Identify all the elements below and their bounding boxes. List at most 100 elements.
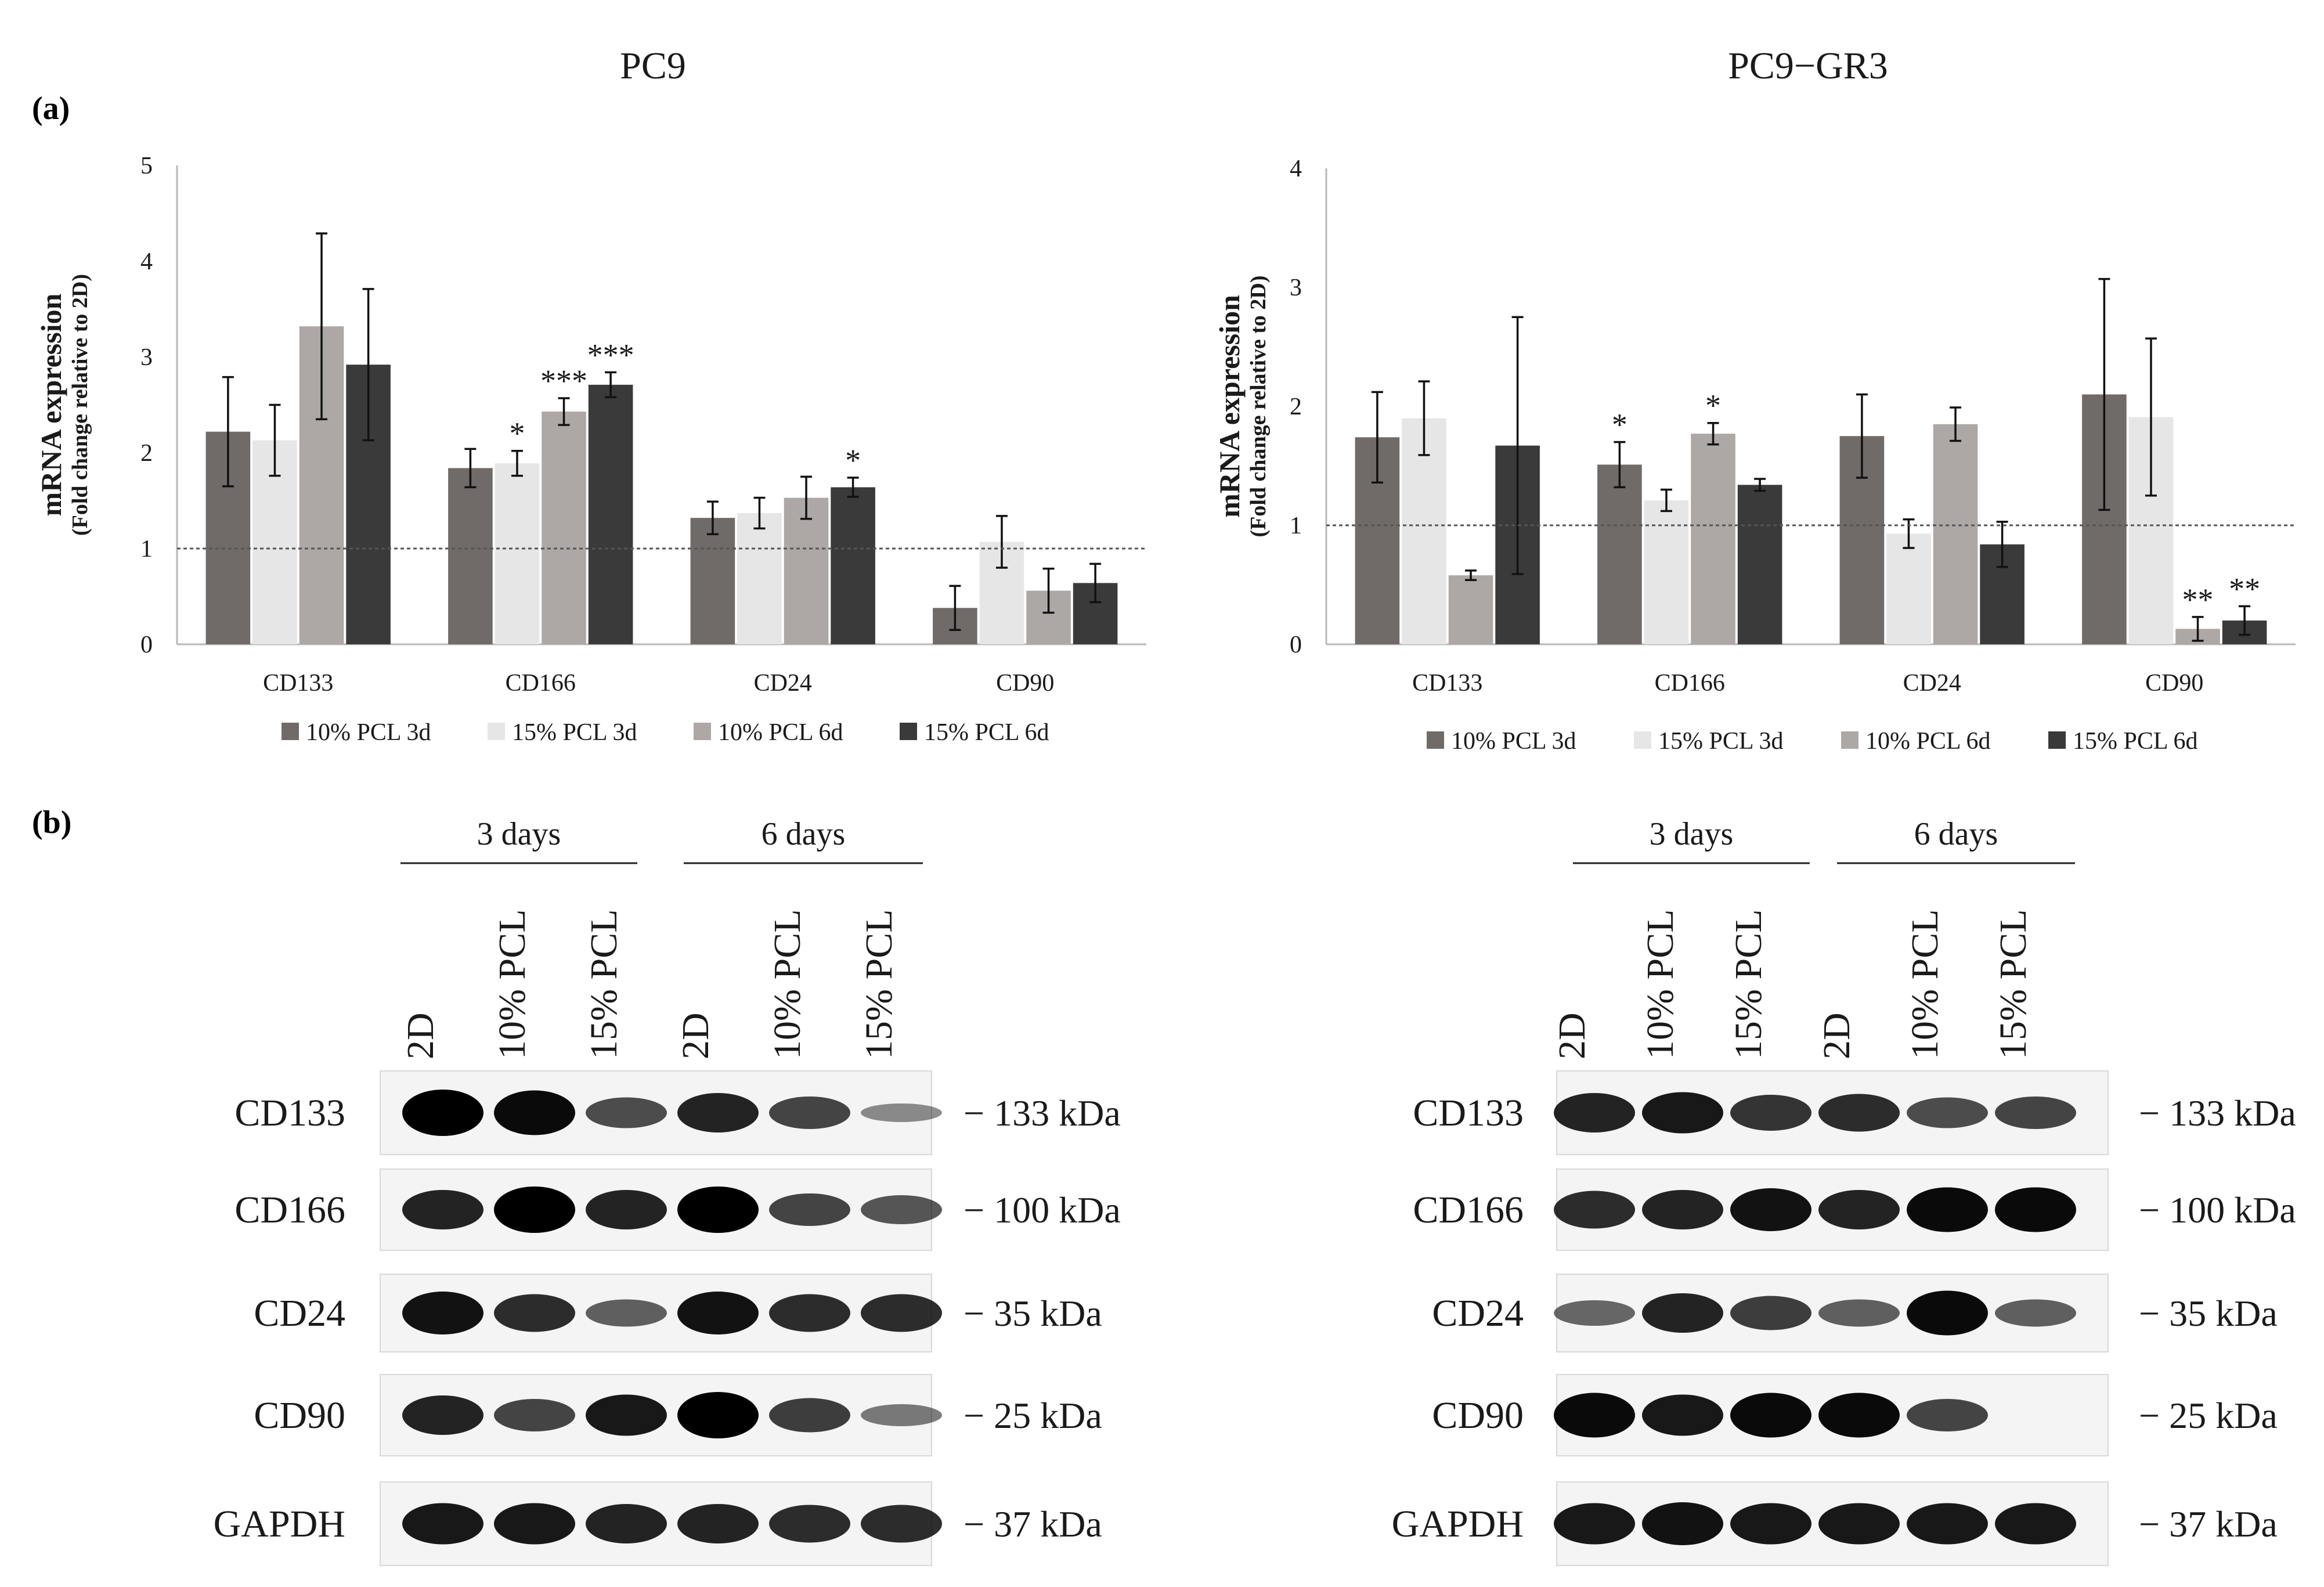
bar-cd166-15-pcl-3d bbox=[1644, 500, 1689, 644]
chart-pc9-gr3: PC9−GR3 0 1 2 3 4 mRNA expression (Fold change … bbox=[1213, 45, 2296, 755]
significance-mark: ** bbox=[2229, 571, 2260, 606]
band-cd90-lane-5 bbox=[769, 1398, 850, 1433]
band-cd166-lane-6 bbox=[1995, 1187, 2076, 1232]
band-cd133-lane-1 bbox=[1554, 1093, 1635, 1132]
error-bar-cd24-15-pcl-3d bbox=[1903, 518, 1915, 549]
chart-pc9: PC9 0 1 2 3 4 5 mRNA expression (Fold change rel… bbox=[35, 45, 1146, 746]
legend-entry: 10% PCL 6d bbox=[1865, 728, 1990, 755]
x-tick-label: CD24 bbox=[1903, 670, 1961, 697]
bar-cd166-15-pcl-3d bbox=[495, 463, 540, 644]
protein-label: GAPDH bbox=[1392, 1503, 1524, 1545]
band-gapdh-lane-5 bbox=[769, 1505, 850, 1543]
panel-a-label: (a) bbox=[32, 91, 70, 127]
band-cd90-lane-4 bbox=[677, 1392, 759, 1438]
lane-label: 2D bbox=[1816, 1012, 1858, 1059]
error-bar-cd166-10-pcl-3d bbox=[464, 448, 477, 489]
error-bar-cd90-15-pcl-6d bbox=[2239, 605, 2251, 636]
error-bar-cd90-10-pcl-3d bbox=[2098, 277, 2110, 511]
error-bar-cd166-15-pcl-6d bbox=[1754, 478, 1766, 492]
lane-label: 15% PCL bbox=[858, 909, 900, 1059]
molecular-weight-label: − 133 kDa bbox=[2139, 1092, 2296, 1134]
band-cd133-lane-4 bbox=[677, 1093, 759, 1132]
lane-label: 10% PCL bbox=[1904, 909, 1946, 1059]
bar-cd166-15-pcl-6d bbox=[588, 384, 633, 644]
molecular-weight-label: − 100 kDa bbox=[2139, 1189, 2296, 1231]
y-tick-label: 2 bbox=[1290, 394, 1302, 420]
x-tick-label: CD166 bbox=[506, 670, 576, 697]
molecular-weight-label: − 35 kDa bbox=[963, 1293, 1102, 1334]
error-bar-cd24-10-pcl-3d bbox=[706, 500, 719, 535]
y-tick-label: 1 bbox=[1290, 513, 1302, 539]
lane-label: 15% PCL bbox=[1992, 909, 2034, 1059]
y-tick-label: 4 bbox=[140, 248, 153, 275]
error-bar-cd133-10-pcl-6d bbox=[1465, 569, 1477, 582]
band-cd166-lane-2 bbox=[494, 1186, 575, 1233]
molecular-weight-label: − 35 kDa bbox=[2139, 1293, 2278, 1334]
y-axis-sublabel: (Fold change relative to 2D) bbox=[68, 274, 92, 536]
error-bar-cd24-15-pcl-6d bbox=[847, 477, 859, 498]
error-bar-cd133-15-pcl-6d bbox=[362, 288, 374, 442]
lane-group-label: 3 days bbox=[477, 816, 561, 852]
band-cd24-lane-4 bbox=[1818, 1299, 1900, 1327]
band-cd166-lane-3 bbox=[1730, 1188, 1811, 1231]
x-tick-label: CD133 bbox=[1412, 670, 1482, 697]
band-gapdh-lane-1 bbox=[1554, 1503, 1635, 1545]
bar-cd166-10-pcl-6d bbox=[542, 412, 586, 644]
error-bar-cd90-15-pcl-3d bbox=[995, 515, 1008, 569]
bar-cd133-10-pcl-6d bbox=[1448, 575, 1493, 644]
band-gapdh-lane-6 bbox=[861, 1505, 942, 1543]
band-cd24-lane-1 bbox=[402, 1292, 483, 1334]
error-bar-cd90-10-pcl-6d bbox=[1042, 567, 1055, 614]
band-cd133-lane-5 bbox=[1907, 1097, 1988, 1128]
band-cd133-lane-5 bbox=[769, 1097, 850, 1129]
chart-title: PC9−GR3 bbox=[1728, 45, 1888, 87]
legend-entry: 10% PCL 3d bbox=[1451, 728, 1576, 755]
band-gapdh-lane-3 bbox=[586, 1504, 667, 1543]
significance-mark: * bbox=[1612, 407, 1627, 442]
y-axis-sublabel: (Fold change relative to 2D) bbox=[1246, 276, 1271, 538]
y-tick-label: 3 bbox=[1290, 275, 1302, 301]
legend-swatch bbox=[694, 723, 711, 740]
legend-swatch bbox=[1841, 731, 1859, 749]
band-cd24-lane-4 bbox=[677, 1292, 759, 1334]
y-axis-label: mRNA expression bbox=[35, 293, 67, 516]
bar-cd166-10-pcl-3d bbox=[1597, 464, 1642, 644]
y-axis-label: mRNA expression bbox=[1213, 295, 1246, 518]
band-cd166-lane-1 bbox=[1554, 1191, 1635, 1229]
band-gapdh-lane-4 bbox=[677, 1504, 759, 1543]
y-tick-label: 4 bbox=[1290, 156, 1302, 182]
error-bar-cd166-10-pcl-3d bbox=[1614, 441, 1626, 489]
y-tick-label: 3 bbox=[140, 344, 153, 371]
x-tick-label: CD133 bbox=[263, 670, 333, 697]
lane-label: 2D bbox=[399, 1012, 442, 1059]
lane-label: 2D bbox=[674, 1012, 717, 1059]
legend-entry: 15% PCL 6d bbox=[2073, 728, 2197, 755]
legend-entry: 15% PCL 6d bbox=[924, 719, 1049, 746]
band-cd133-lane-2 bbox=[1642, 1092, 1723, 1134]
error-bar-cd166-10-pcl-6d bbox=[1707, 421, 1719, 446]
band-cd90-lane-4 bbox=[1818, 1393, 1900, 1438]
legend-swatch bbox=[900, 723, 917, 740]
band-gapdh-lane-2 bbox=[1642, 1502, 1723, 1545]
y-tick-label: 1 bbox=[140, 536, 153, 562]
legend-entry: 15% PCL 3d bbox=[512, 719, 637, 746]
molecular-weight-label: − 37 kDa bbox=[2139, 1503, 2278, 1545]
error-bar-cd166-10-pcl-6d bbox=[558, 397, 570, 426]
molecular-weight-label: − 25 kDa bbox=[2139, 1395, 2278, 1436]
western-blot-pc9-gr3: 3 days 6 days 2D 10% PCL 15% PCL 2D 10% PCL 15%… bbox=[1392, 816, 2296, 1566]
band-cd24-lane-3 bbox=[1730, 1296, 1811, 1330]
band-gapdh-lane-3 bbox=[1730, 1503, 1811, 1545]
band-cd166-lane-6 bbox=[861, 1195, 942, 1224]
legend-entry: 15% PCL 3d bbox=[1658, 728, 1783, 755]
protein-label: GAPDH bbox=[214, 1503, 345, 1545]
x-tick-label: CD90 bbox=[996, 670, 1054, 697]
lane-group-label: 6 days bbox=[762, 816, 846, 852]
band-gapdh-lane-4 bbox=[1818, 1503, 1900, 1545]
molecular-weight-label: − 25 kDa bbox=[963, 1395, 1102, 1436]
band-cd90-lane-6 bbox=[861, 1404, 942, 1426]
significance-mark: *** bbox=[540, 363, 587, 398]
band-cd90-lane-3 bbox=[586, 1394, 667, 1436]
protein-label: CD24 bbox=[254, 1292, 345, 1334]
band-cd24-lane-6 bbox=[861, 1294, 942, 1332]
